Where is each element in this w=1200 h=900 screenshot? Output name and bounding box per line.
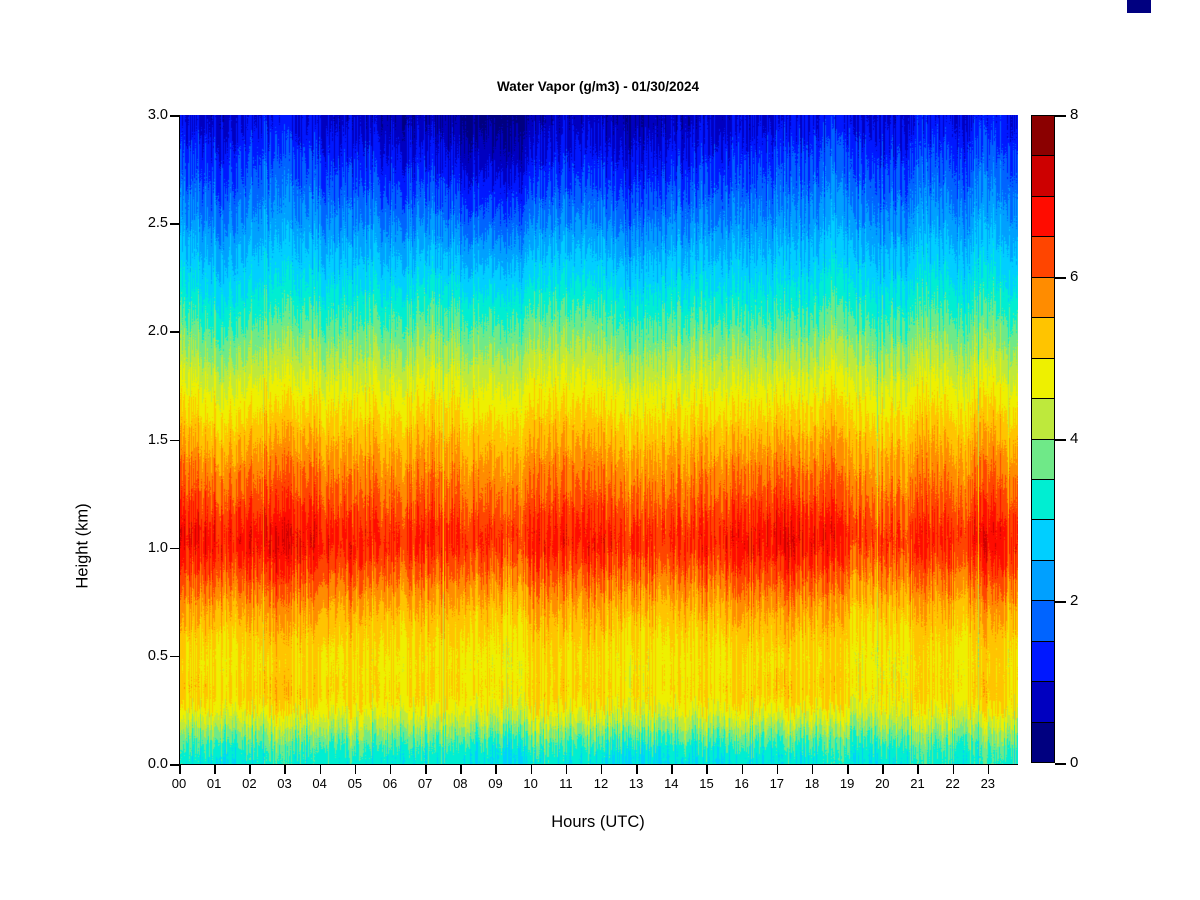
x-tick <box>249 765 251 774</box>
x-tick-label: 13 <box>628 776 644 791</box>
y-tick <box>170 764 179 766</box>
colorbar-cell <box>1032 641 1054 683</box>
x-tick <box>214 765 216 774</box>
colorbar-tick-label: 6 <box>1070 268 1079 285</box>
x-tick-label: 09 <box>488 776 503 791</box>
colorbar-cell <box>1032 358 1054 400</box>
y-axis-label: Height (km) <box>73 503 92 589</box>
x-tick <box>776 765 779 774</box>
x-tick-label: 18 <box>804 776 820 791</box>
colorbar-cell <box>1032 116 1054 157</box>
x-tick <box>600 765 603 774</box>
x-tick-label: 03 <box>277 776 292 791</box>
x-tick-label: 17 <box>769 776 785 791</box>
x-tick <box>671 765 673 774</box>
x-tick-label: 19 <box>839 776 855 791</box>
x-tick <box>565 765 568 774</box>
x-tick <box>987 765 990 774</box>
y-tick <box>170 655 179 658</box>
colorbar-tick-label: 8 <box>1070 106 1079 123</box>
x-tick <box>179 765 181 774</box>
colorbar-tick-label: 0 <box>1070 754 1079 771</box>
x-tick <box>636 765 638 774</box>
colorbar-cell <box>1032 439 1054 480</box>
heatmap-canvas <box>180 115 1018 764</box>
plot-area <box>179 115 1018 765</box>
colorbar-cell <box>1032 196 1054 238</box>
colorbar-tick <box>1055 439 1066 441</box>
y-tick <box>170 547 179 550</box>
y-tick-label: 2.5 <box>147 215 168 232</box>
colorbar-cell <box>1032 601 1054 642</box>
x-tick-label: 11 <box>559 776 573 791</box>
x-tick <box>847 765 849 774</box>
x-tick-label: 23 <box>980 776 996 791</box>
x-tick <box>811 765 814 774</box>
x-tick-label: 16 <box>734 776 749 791</box>
x-tick-label: 14 <box>664 776 679 791</box>
x-tick-label: 21 <box>910 776 925 791</box>
y-tick <box>170 331 179 333</box>
colorbar-cell <box>1032 560 1054 602</box>
colorbar-cell <box>1032 479 1054 521</box>
x-axis-label: Hours (UTC) <box>551 813 645 831</box>
x-tick <box>354 765 357 774</box>
colorbar-cell <box>1032 399 1054 440</box>
chart-title: Water Vapor (g/m3) - 01/30/2024 <box>496 79 700 94</box>
colorbar-tick <box>1055 115 1066 117</box>
x-tick-label: 00 <box>171 776 187 791</box>
x-tick-label: 08 <box>453 776 468 791</box>
colorbar-cell <box>1032 520 1054 561</box>
y-tick <box>170 439 179 441</box>
colorbar-cell <box>1032 318 1054 359</box>
x-tick <box>389 765 392 774</box>
colorbar-cell <box>1032 722 1054 762</box>
x-tick <box>460 765 462 774</box>
colorbar-tick-label: 2 <box>1070 592 1079 609</box>
colorbar-cell <box>1032 682 1054 723</box>
x-tick <box>882 765 884 774</box>
x-tick <box>495 765 497 774</box>
colorbar-tick <box>1055 601 1066 603</box>
colorbar-tick <box>1055 763 1066 765</box>
colorbar-tick-label: 4 <box>1070 430 1079 447</box>
x-tick-label: 04 <box>312 776 327 791</box>
y-tick-label: 0.5 <box>147 647 168 664</box>
x-tick-label: 07 <box>417 776 433 791</box>
x-tick-label: 02 <box>242 776 257 791</box>
x-tick <box>319 765 322 774</box>
x-tick-label: 20 <box>875 776 890 791</box>
x-tick-label: 10 <box>523 776 538 791</box>
x-tick-label: 15 <box>699 776 714 791</box>
x-tick-label: 22 <box>945 776 960 791</box>
x-tick <box>284 765 286 774</box>
y-tick-label: 3.0 <box>147 107 168 123</box>
x-tick <box>741 765 744 774</box>
x-tick-label: 01 <box>206 776 222 791</box>
x-tick-label: 12 <box>593 776 609 791</box>
colorbar <box>1031 115 1055 763</box>
x-tick <box>530 765 533 774</box>
x-tick <box>425 765 427 774</box>
x-tick <box>952 765 955 774</box>
y-tick <box>170 115 179 117</box>
colorbar-cell <box>1032 237 1054 278</box>
colorbar-cell <box>1032 156 1054 197</box>
x-tick-label: 05 <box>347 776 363 791</box>
x-tick <box>917 765 919 774</box>
y-tick <box>170 223 179 225</box>
x-tick <box>706 765 708 774</box>
y-tick-label: 0.0 <box>147 756 168 772</box>
colorbar-cell <box>1032 277 1054 319</box>
colorbar-tick <box>1055 277 1066 279</box>
y-tick-label: 1.0 <box>147 539 168 556</box>
y-tick-label: 2.0 <box>147 323 168 340</box>
y-tick-label: 1.5 <box>147 431 168 448</box>
x-tick-label: 06 <box>382 776 398 791</box>
corner-artifact <box>1127 0 1151 13</box>
